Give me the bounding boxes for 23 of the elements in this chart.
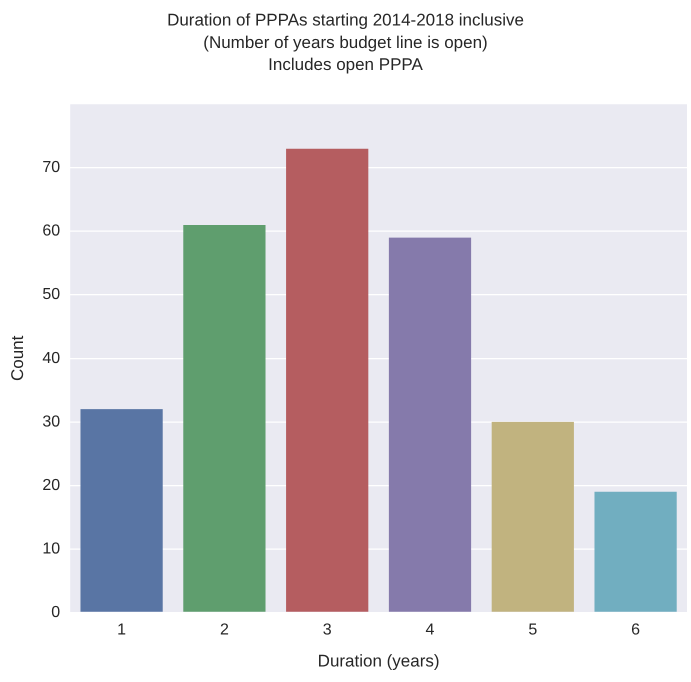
y-tick-label: 30: [42, 413, 60, 430]
y-tick-label: 20: [42, 476, 60, 494]
y-tick-label: 40: [42, 350, 60, 367]
bar: [388, 238, 472, 612]
bar: [594, 492, 677, 612]
x-tick-label: 3: [322, 621, 332, 638]
bar: [80, 409, 163, 612]
y-tick-label: 10: [42, 540, 60, 558]
x-axis-title: Duration (years): [318, 651, 440, 670]
y-axis-title: Count: [8, 335, 27, 382]
y-tick-label: 50: [42, 286, 60, 304]
x-tick-label: 4: [426, 621, 435, 638]
y-tick-label: 70: [42, 159, 60, 176]
y-tick-label: 0: [51, 604, 60, 621]
bar: [492, 422, 574, 612]
y-tick-label: 60: [42, 222, 60, 240]
bar: [183, 224, 266, 612]
x-tick-label: 1: [117, 621, 126, 638]
chart-title: Duration of PPPAs starting 2014-2018 inclusive (Number of years budget line is open) Includes open PPPA: [167, 10, 524, 74]
x-tick-label: 6: [631, 621, 640, 638]
x-tick-label: 2: [220, 621, 229, 638]
x-tick-label: 5: [528, 621, 538, 638]
bar: [286, 148, 368, 612]
